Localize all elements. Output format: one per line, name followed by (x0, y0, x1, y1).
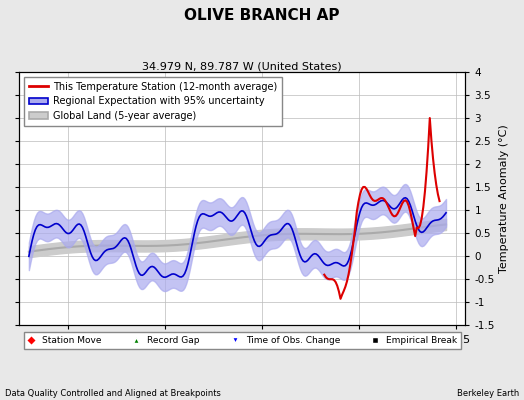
Text: Data Quality Controlled and Aligned at Breakpoints: Data Quality Controlled and Aligned at B… (5, 389, 221, 398)
Title: 34.979 N, 89.787 W (United States): 34.979 N, 89.787 W (United States) (143, 61, 342, 71)
Legend: Station Move, Record Gap, Time of Obs. Change, Empirical Break: Station Move, Record Gap, Time of Obs. C… (24, 332, 461, 348)
Text: OLIVE BRANCH AP: OLIVE BRANCH AP (184, 8, 340, 23)
Text: Berkeley Earth: Berkeley Earth (456, 389, 519, 398)
Y-axis label: Temperature Anomaly (°C): Temperature Anomaly (°C) (499, 124, 509, 273)
